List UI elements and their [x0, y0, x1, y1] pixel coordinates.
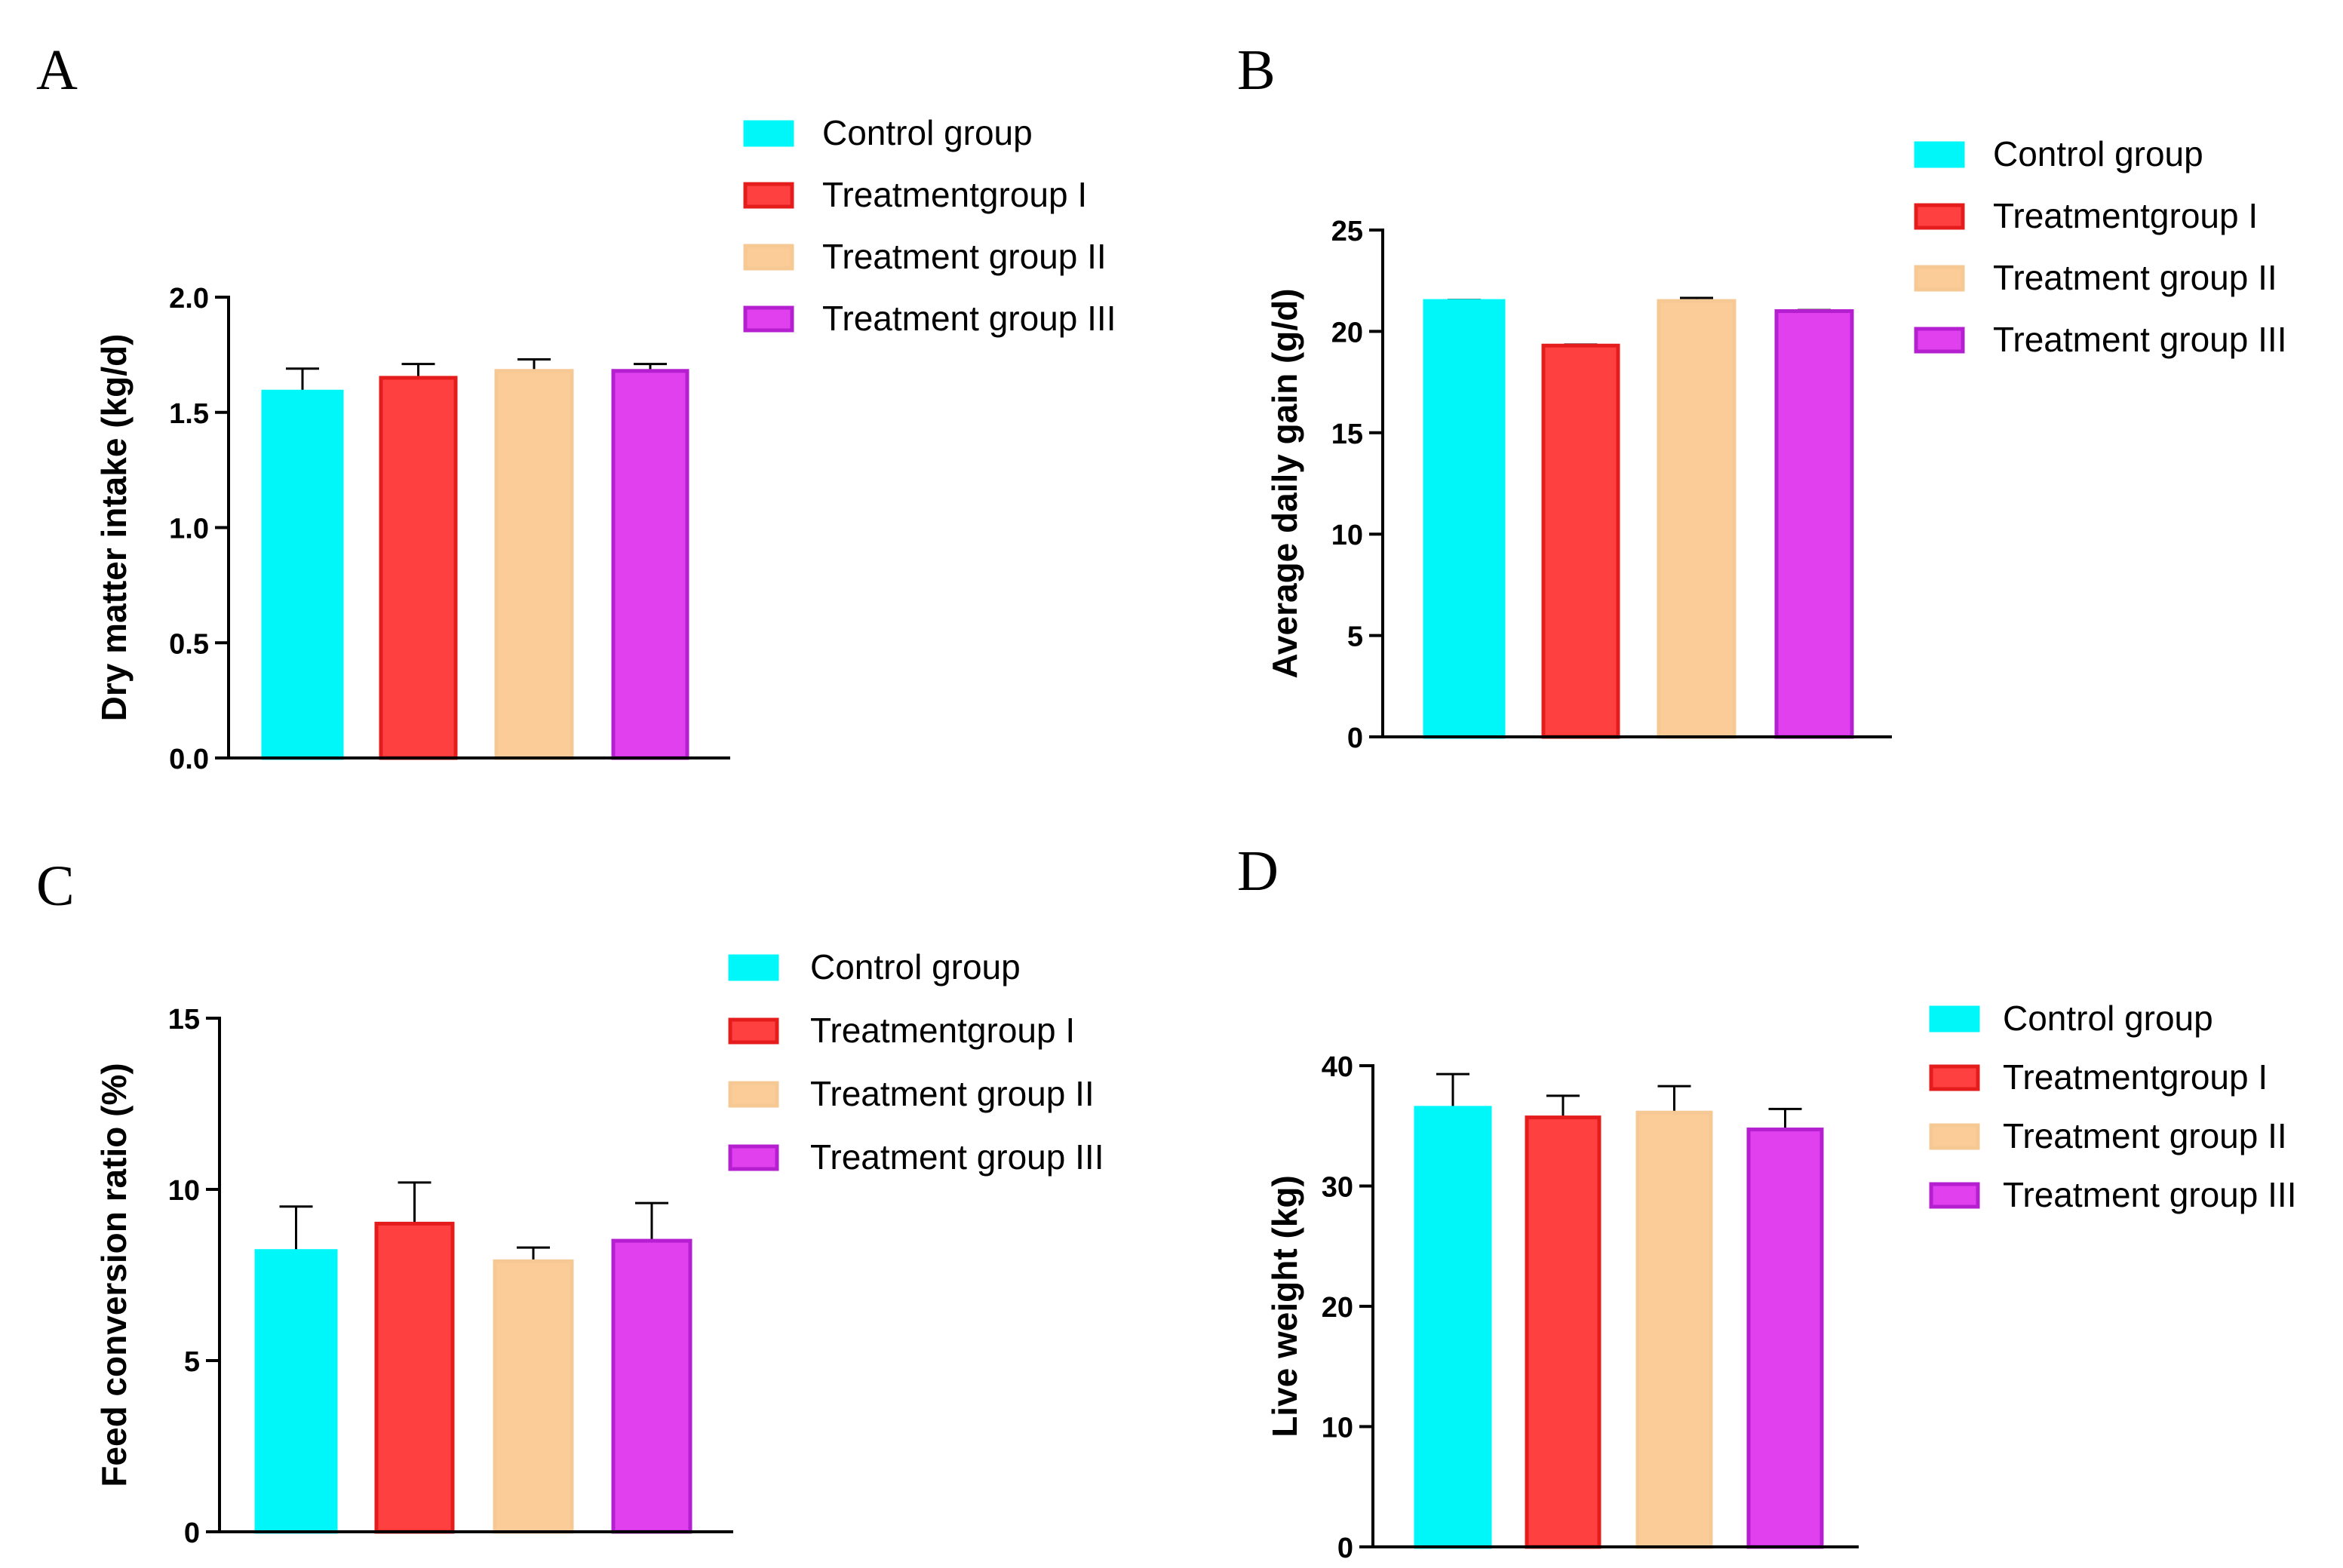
legend-swatch [1929, 1123, 1980, 1150]
legend-item: Control group [822, 113, 1033, 152]
legend-swatch [728, 1017, 779, 1045]
y-tick-label: 1.0 [169, 514, 209, 545]
y-tick-label: 25 [1331, 216, 1363, 247]
legend-swatch [743, 120, 794, 147]
legend-swatch [743, 244, 794, 271]
legend-item: Treatmentgroup I [822, 175, 1087, 214]
y-tick-label: 10 [1322, 1413, 1353, 1444]
y-tick-label: 5 [184, 1346, 200, 1378]
legend-swatch [728, 1144, 779, 1171]
y-axis-label: Dry matter intake (kg/d) [94, 334, 134, 722]
legend-item: Control group [2003, 999, 2213, 1038]
panel-label: D [1237, 839, 1279, 903]
bar-control-group [261, 389, 344, 760]
legend-item: Control group [1993, 134, 2203, 173]
bar-treatment-group-iii [611, 1238, 692, 1534]
legend-swatch [1929, 1064, 1980, 1091]
legend-item: Control group [810, 947, 1021, 987]
bar-treatment-group-iii [1774, 309, 1854, 739]
y-axis-label: Feed conversion ratio (%) [94, 1063, 134, 1487]
panel-d: D 0 10 20 30 40 Live weight (kg) Control group T… [1237, 839, 2296, 1564]
legend-item: Treatment group III [2003, 1175, 2296, 1214]
bar-control-group [1414, 1106, 1492, 1549]
y-tick-label: 0.5 [169, 628, 209, 660]
y-tick-label: 15 [168, 1004, 200, 1036]
y-tick-label: 0 [1347, 723, 1363, 754]
legend-swatch [743, 182, 794, 209]
bar-treatment-group-ii [1635, 1110, 1713, 1549]
legend-item: Treatment group II [1993, 258, 2277, 297]
panel-label: B [1237, 38, 1276, 102]
bar-treatmentgroup-i [374, 1221, 455, 1534]
bar-treatment-group-ii [493, 1259, 574, 1534]
panel-label: C [36, 855, 75, 918]
legend-item: Treatmentgroup I [810, 1011, 1075, 1050]
y-tick-label: 10 [1331, 520, 1363, 551]
y-tick-label: 10 [168, 1175, 200, 1207]
y-axis-label: Live weight (kg) [1265, 1175, 1304, 1438]
y-tick-label: 20 [1322, 1292, 1353, 1324]
legend-swatch [1914, 203, 1965, 230]
bar-control-group [1423, 299, 1506, 739]
legend-swatch [1914, 327, 1965, 354]
y-tick-label: 0.0 [169, 744, 209, 775]
legend-swatch [1929, 1182, 1980, 1209]
y-tick-label: 30 [1322, 1172, 1353, 1204]
legend-item: Treatment group II [822, 237, 1107, 276]
bar-control-group [254, 1249, 338, 1534]
legend-swatch [1914, 265, 1965, 292]
bar-treatment-group-iii [611, 369, 689, 760]
panel-c: C 0 5 10 15 Feed conversion ratio (%) Control … [36, 855, 1104, 1549]
y-axis-label: Average daily gain (g/d) [1265, 288, 1304, 678]
panel-label: A [36, 38, 78, 102]
legend-item: Treatment group II [2003, 1116, 2287, 1155]
y-tick-label: 20 [1331, 317, 1363, 348]
legend-item: Treatment group III [822, 299, 1116, 338]
y-tick-label: 1.5 [169, 398, 209, 430]
legend-item: Treatmentgroup I [2003, 1057, 2268, 1097]
legend-swatch [1929, 1005, 1980, 1033]
y-tick-label: 2.0 [169, 283, 209, 315]
bar-treatmentgroup-i [1525, 1115, 1601, 1549]
y-tick-label: 40 [1322, 1051, 1353, 1083]
bar-treatmentgroup-i [1541, 343, 1620, 739]
legend-swatch [1914, 141, 1965, 168]
legend-swatch [728, 954, 779, 981]
legend-swatch [728, 1081, 779, 1108]
legend-swatch [743, 305, 794, 333]
legend-item: Treatment group II [810, 1074, 1095, 1113]
y-tick-label: 0 [184, 1517, 200, 1549]
legend-item: Treatment group III [810, 1137, 1104, 1177]
y-tick-label: 5 [1347, 621, 1363, 653]
y-tick-label: 0 [1337, 1533, 1353, 1564]
bar-treatment-group-iii [1746, 1128, 1824, 1549]
y-tick-label: 15 [1331, 419, 1363, 450]
bar-treatment-group-ii [494, 369, 574, 760]
panel-b: B 0 5 10 15 20 25 Average daily gain (g/d) Contr… [1237, 38, 2286, 754]
bar-treatmentgroup-i [379, 376, 458, 760]
bar-treatment-group-ii [1657, 299, 1737, 739]
legend-item: Treatmentgroup I [1993, 196, 2258, 235]
panel-a: A 0.0 0.5 1.0 1.5 2.0 Dry matter intake (kg/d)… [36, 38, 1116, 775]
legend-item: Treatment group III [1993, 320, 2286, 359]
